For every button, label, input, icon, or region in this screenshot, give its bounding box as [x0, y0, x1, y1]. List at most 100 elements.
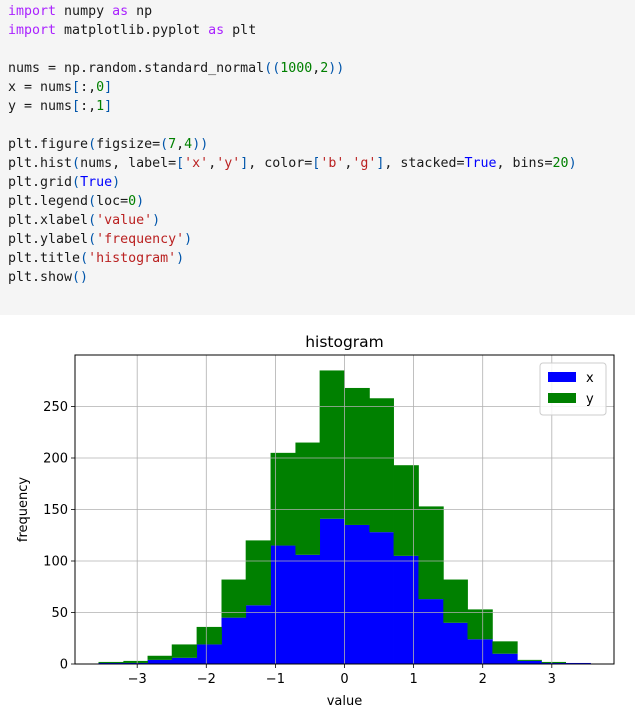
code-token: ( — [88, 232, 97, 247]
code-token: 2 — [320, 61, 329, 76]
bar-y — [517, 659, 542, 661]
y-axis-label: frequency — [16, 477, 31, 543]
bar-y — [98, 661, 124, 663]
legend-box — [539, 362, 607, 416]
code-line — [8, 116, 577, 135]
bar-y — [196, 626, 222, 645]
x-tick-label: −2 — [197, 672, 216, 687]
code-token: , bins= — [496, 156, 553, 171]
code-token: 'histogram' — [88, 251, 177, 266]
code-token: ) — [112, 175, 121, 190]
y-tick-label: 100 — [43, 555, 68, 570]
bar-x — [196, 644, 222, 664]
bar-y — [492, 641, 518, 654]
code-token: import — [8, 4, 57, 19]
code-token: 1000 — [280, 61, 313, 76]
code-token: , — [176, 137, 185, 152]
bar-y — [171, 644, 198, 658]
code-token: plt.xlabel — [8, 213, 89, 228]
x-tick-label: −1 — [266, 672, 285, 687]
code-token: , — [208, 156, 217, 171]
code-token: () — [72, 270, 89, 285]
y-tick-label: 50 — [51, 606, 68, 621]
code-token: ) — [136, 194, 145, 209]
bar-x — [418, 599, 444, 664]
bar-x — [369, 532, 394, 664]
code-token: ] — [104, 80, 113, 95]
code-token: 'g' — [352, 156, 377, 171]
code-line: import numpy as np — [8, 2, 577, 21]
bar-x — [467, 639, 493, 664]
code-token: as — [112, 4, 129, 19]
legend-label: y — [586, 392, 594, 407]
code-token: 4 — [184, 137, 193, 152]
code-token: as — [208, 23, 225, 38]
code-line: plt.hist(nums, label=['x','y'], color=['… — [8, 154, 577, 173]
code-token: plt.hist — [8, 156, 73, 171]
x-tick-label: −3 — [128, 672, 147, 687]
code-token: x = nums — [8, 80, 73, 95]
code-token: [ — [312, 156, 321, 171]
code-token: , stacked= — [384, 156, 465, 171]
bar-y — [123, 660, 148, 663]
bar-x — [393, 555, 419, 664]
code-line: plt.legend(loc=0) — [8, 192, 577, 211]
code-token: ( — [88, 194, 97, 209]
bar-y — [221, 579, 247, 618]
bar-y — [295, 442, 321, 555]
code-token: (( — [264, 61, 281, 76]
bar-y — [147, 655, 173, 660]
bar-y — [418, 506, 444, 600]
bar-x — [123, 662, 148, 664]
code-token: )) — [192, 137, 209, 152]
code-token: ) — [568, 156, 577, 171]
bar-x — [221, 617, 247, 664]
bar-x — [443, 622, 468, 664]
code-token: ] — [376, 156, 385, 171]
bar-x — [245, 605, 271, 664]
code-editor[interactable]: import numpy as np import matplotlib.pypl… — [8, 2, 577, 287]
x-tick-label: 1 — [409, 672, 417, 687]
code-token: :, — [80, 80, 97, 95]
code-token: , color= — [248, 156, 313, 171]
code-token: True — [464, 156, 497, 171]
code-cell[interactable]: import numpy as np import matplotlib.pypl… — [0, 0, 635, 315]
code-token: )) — [328, 61, 345, 76]
code-token: 'frequency' — [96, 232, 185, 247]
bar-y — [344, 387, 370, 525]
code-token: 7 — [168, 137, 177, 152]
bar-x — [98, 662, 124, 664]
code-token: figsize= — [96, 137, 161, 152]
histogram-chart: −3 −2 −1 0 1 2 3 0 50 100 150 200 250 histogram value f… — [16, 333, 615, 709]
y-tick-label: 250 — [43, 400, 68, 415]
code-token: ] — [104, 99, 113, 114]
bar-x — [492, 653, 518, 664]
code-token: plt.title — [8, 251, 81, 266]
code-token: 20 — [552, 156, 569, 171]
code-line: y = nums[:,1] — [8, 97, 577, 116]
code-token: plt.grid — [8, 175, 73, 190]
code-token: import — [8, 23, 57, 38]
bar-y — [467, 609, 493, 640]
bar-x — [319, 518, 345, 664]
code-line — [8, 40, 577, 59]
code-token: 0 — [96, 80, 105, 95]
code-token: matplotlib.pyplot — [56, 23, 209, 38]
code-line: plt.title('histogram') — [8, 249, 577, 268]
code-token: , — [344, 156, 353, 171]
code-line: plt.ylabel('frequency') — [8, 230, 577, 249]
x-tick-label: 2 — [479, 672, 487, 687]
bar-y — [319, 370, 345, 519]
code-token: y = nums — [8, 99, 73, 114]
code-token: np — [128, 4, 153, 19]
code-token: [ — [72, 99, 81, 114]
code-line: x = nums[:,0] — [8, 78, 577, 97]
y-tick-label: 200 — [43, 452, 68, 467]
x-tick-label: 3 — [548, 672, 556, 687]
code-token: , — [312, 61, 321, 76]
code-token: plt.show — [8, 270, 73, 285]
code-token: True — [80, 175, 113, 190]
code-token: 'x' — [184, 156, 209, 171]
code-line: import matplotlib.pyplot as plt — [8, 21, 577, 40]
legend-label: x — [586, 371, 594, 386]
